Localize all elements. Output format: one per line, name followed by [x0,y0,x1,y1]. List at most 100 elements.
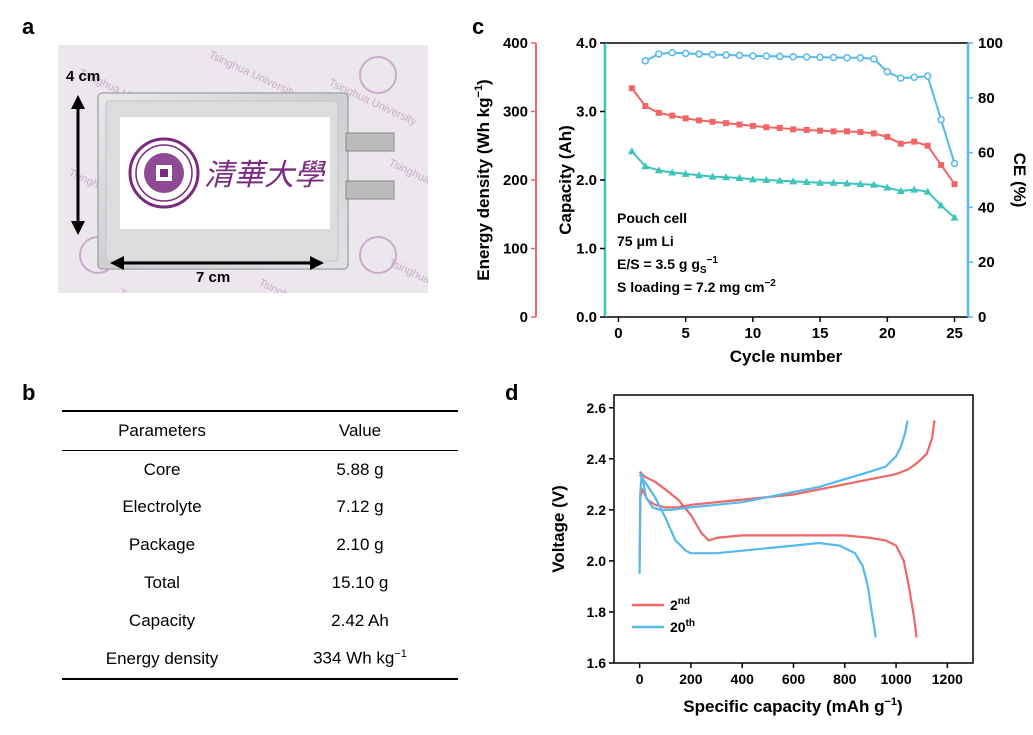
data-point [682,115,689,122]
y-tick-left-label: 2.0 [576,172,597,189]
chart-c-series [627,48,959,221]
data-point [802,53,811,61]
annotation-4-sup: −2 [764,278,776,289]
y-tick-left-label: 0.0 [576,309,597,326]
y-tick-left-label: 1.0 [576,241,597,258]
energy-density-value: 334 Wh kg [313,649,395,668]
outer-label-main: Energy density (Wh kg [474,97,493,280]
data-point [870,55,878,63]
y-tick-label: 2.0 [587,553,607,569]
data-point [776,124,783,131]
data-point [816,178,825,186]
panel-label-b: b [22,380,36,405]
data-point [897,74,905,82]
data-point [911,138,918,145]
xlabel-main: Specific capacity (mAh g [683,697,884,716]
y-tick-outer-label: 200 [503,172,528,189]
table-row: Energy density 334 Wh kg−1 [62,640,458,679]
data-point [789,177,798,185]
height-arrow [71,95,85,235]
logo-text: 清華大學 [204,159,327,192]
data-point [735,173,744,181]
legend-label-2nd: 2nd [670,596,690,613]
chart-d-ylabel: Voltage (V) [549,485,568,573]
data-point [951,181,958,188]
x-tick-label: 5 [681,325,689,342]
data-point [910,185,919,193]
data-point [641,57,650,65]
y-tick-left-label: 4.0 [576,35,597,52]
x-tick-label: 20 [879,325,896,342]
width-arrow [110,256,324,270]
watermark-seal [359,236,397,274]
y-tick-outer-label: 300 [503,104,528,121]
data-point [857,129,864,136]
param-cell: Total [144,573,180,593]
curve-2nd-discharge [638,470,918,638]
data-point [883,183,892,191]
value-cell: 15.10 g [331,573,389,593]
data-point [803,126,810,133]
y-tick-right-label: 60 [978,145,995,162]
x-tick-label: 0 [636,671,644,687]
chart-c-ylabel-right: CE (%) [1010,153,1029,208]
data-point [723,120,729,127]
data-point [708,50,717,59]
data-point [763,124,770,131]
curve-20th-charge [638,420,909,574]
tab-bottom [345,180,395,200]
chart-c-ticks: 0 5 10 15 20 25 0.0 1.0 2.0 3.0 4.0 0 100 200 300 400 0 2… [503,35,1003,342]
value-cell: 5.88 g [336,459,384,479]
y-tick-outer-label: 400 [503,35,528,52]
annotation-3-sup: −1 [707,255,719,266]
table-row: Core 5.88 g [62,450,458,488]
y-tick-outer-label: 100 [503,241,528,258]
data-point [762,52,771,60]
data-point [681,49,690,58]
data-point [735,51,744,60]
data-point [869,180,878,188]
panel-label-a: a [22,14,35,39]
table-row: Capacity 2.42 Ah [62,602,458,640]
x-tick-label: 1200 [932,671,963,687]
data-point [775,176,784,184]
param-cell: Energy density [105,648,219,668]
data-point [829,53,838,62]
data-point [708,172,717,180]
university-seal [128,137,200,209]
table-header-row: Parameters Value [62,411,458,451]
x-tick-label: 400 [731,671,755,687]
chart-c-ylabel-left: Capacity (Ah) [556,125,575,235]
annotation-3-sub: S [700,265,707,276]
chart-d-ticks: 0 200 400 600 800 1000 1200 1.6 1.8 2.0 2.2 2.4 2.6 [587,400,964,687]
table-row: Electrolyte 7.12 g [62,489,458,527]
header-value: Value [338,420,382,440]
data-point [681,169,690,177]
legend-20th-sup: th [686,618,695,629]
data-point [748,175,757,183]
data-point [736,121,743,128]
data-point [628,85,635,92]
outer-label-sup: −1 [473,85,485,98]
outer-label-close: ) [474,79,493,85]
param-cell: Electrolyte [122,497,202,517]
annotation-line-2: 75 μm Li [617,233,674,249]
data-point [722,173,730,181]
param-cell: Core [143,459,181,479]
table-row: Total 15.10 g [62,564,458,602]
curve-20th-discharge [638,473,877,638]
parameters-table: Parameters Value Core 5.88 g Electrolyte 7… [62,410,458,680]
data-point [843,54,851,62]
height-label: 4 cm [66,68,100,85]
data-point [856,180,865,188]
data-point [829,178,838,186]
xlabel-close: ) [897,697,903,716]
x-tick-label: 25 [946,325,963,342]
annotation-3-main: E/S = 3.5 g g [617,256,700,272]
chart-c-annotation: Pouch cell 75 μm Li E/S = 3.5 g gS−1 S l… [617,210,776,295]
y-tick-right-label: 80 [978,90,995,107]
annotation-line-1: Pouch cell [617,210,687,226]
data-point [668,168,677,176]
